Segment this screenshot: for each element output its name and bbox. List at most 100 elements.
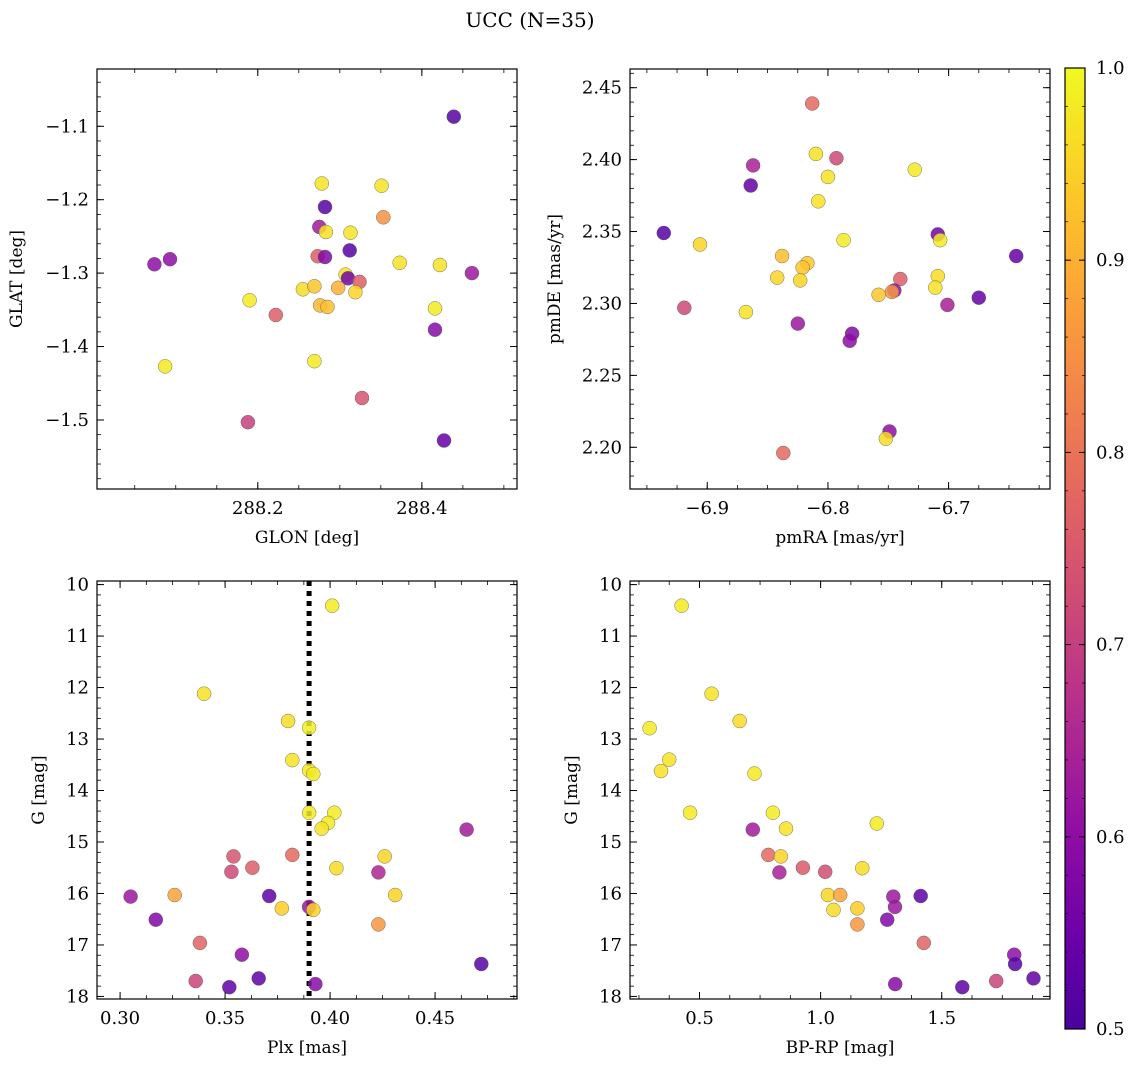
- y-tick-label: 2.40: [582, 150, 622, 171]
- y-tick-label: 2.30: [582, 293, 622, 314]
- data-point: [795, 260, 810, 275]
- data-point: [427, 322, 443, 337]
- y-tick-label: 12: [599, 678, 622, 699]
- data-point: [1026, 971, 1041, 986]
- data-point: [325, 598, 340, 613]
- data-point: [704, 686, 719, 701]
- x-axis-label: pmRA [mas/yr]: [775, 528, 904, 548]
- data-point: [374, 178, 389, 193]
- data-point: [371, 917, 386, 932]
- data-point: [818, 864, 833, 879]
- data-point: [274, 901, 289, 916]
- y-tick-label: 18: [66, 986, 89, 1007]
- data-point: [842, 333, 857, 348]
- y-axis-label: pmDE [mas/yr]: [545, 214, 565, 344]
- y-tick-label: 18: [599, 986, 622, 1007]
- y-tick-label: 12: [66, 678, 89, 699]
- y-tick-label: 16: [599, 883, 622, 904]
- x-tick-label: 1.0: [806, 1008, 835, 1029]
- data-point: [285, 752, 300, 768]
- y-axis-label: G [mag]: [29, 755, 49, 824]
- colorbar-tick-label: 1.0: [1096, 58, 1125, 79]
- data-point: [747, 766, 762, 781]
- data-point: [148, 912, 164, 927]
- data-point: [878, 431, 894, 446]
- data-point: [888, 976, 903, 992]
- y-tick-label: 16: [66, 883, 89, 904]
- data-point: [371, 865, 386, 880]
- data-point: [907, 162, 922, 177]
- data-point: [836, 232, 851, 248]
- data-point: [436, 433, 452, 448]
- y-tick-label: 13: [66, 729, 89, 750]
- data-point: [745, 822, 760, 837]
- data-point: [314, 821, 329, 836]
- plot-area: [630, 581, 1050, 999]
- data-point: [811, 194, 826, 209]
- data-point: [157, 359, 173, 374]
- axes-frame: [96, 580, 518, 1000]
- data-point: [308, 976, 323, 992]
- data-point: [880, 912, 895, 927]
- x-tick-label: 1.5: [927, 1008, 956, 1029]
- data-point: [656, 225, 671, 241]
- data-point: [242, 293, 257, 308]
- data-point: [971, 290, 986, 305]
- data-point: [674, 598, 689, 613]
- data-point: [871, 287, 886, 302]
- data-point: [459, 822, 474, 837]
- data-point: [240, 415, 256, 430]
- data-point: [343, 225, 358, 240]
- data-point: [147, 257, 162, 272]
- data-point: [285, 847, 300, 863]
- data-point: [913, 888, 928, 904]
- data-point: [916, 935, 931, 951]
- data-point: [192, 935, 208, 951]
- y-tick-label: −1.3: [45, 263, 89, 284]
- x-tick-label: 0.30: [100, 1008, 140, 1029]
- data-point: [808, 146, 824, 162]
- colorbar-tick-label: 0.5: [1096, 1019, 1125, 1040]
- data-point: [928, 280, 943, 295]
- data-point: [765, 805, 781, 820]
- data-point: [933, 232, 948, 248]
- data-point: [826, 902, 841, 918]
- data-point: [306, 902, 321, 918]
- y-tick-label: 2.20: [582, 437, 622, 458]
- panel-plx-g: 0.30 0.35 0.40 0.45 10 11 12 13 14 15 16 17 18 Plx [m…: [29, 575, 518, 1058]
- x-tick-label: 0.45: [415, 1008, 455, 1029]
- data-point: [869, 816, 884, 831]
- y-tick-label: −1.1: [45, 116, 89, 137]
- data-point: [222, 980, 237, 995]
- data-point: [793, 273, 808, 288]
- data-point: [738, 304, 754, 320]
- y-tick-label: 11: [66, 626, 89, 647]
- colorbar-tick-label: 0.7: [1096, 635, 1125, 656]
- data-point: [432, 257, 448, 273]
- y-tick-label: −1.4: [45, 337, 89, 358]
- data-point: [850, 917, 865, 932]
- data-point: [820, 169, 836, 185]
- x-tick-label: 0.5: [685, 1008, 714, 1029]
- data-point: [887, 899, 903, 915]
- data-point: [280, 713, 296, 729]
- colorbar-tick-label: 0.6: [1096, 827, 1125, 848]
- data-point: [795, 860, 811, 875]
- data-point: [653, 763, 669, 779]
- colorbar-tick-label: 0.8: [1096, 442, 1125, 463]
- data-point: [167, 887, 182, 903]
- data-point: [377, 849, 392, 864]
- data-point: [317, 199, 333, 215]
- data-point: [770, 270, 785, 285]
- x-tick-label: −6.8: [806, 498, 850, 519]
- y-tick-label: −1.2: [45, 190, 89, 211]
- plot-area: [97, 581, 517, 999]
- y-tick-label: 2.35: [582, 222, 622, 243]
- data-point: [320, 299, 335, 315]
- data-point: [833, 887, 848, 903]
- data-point: [940, 297, 955, 313]
- data-point: [245, 860, 260, 875]
- data-point: [317, 249, 333, 265]
- data-point: [677, 300, 692, 315]
- data-point: [301, 805, 317, 820]
